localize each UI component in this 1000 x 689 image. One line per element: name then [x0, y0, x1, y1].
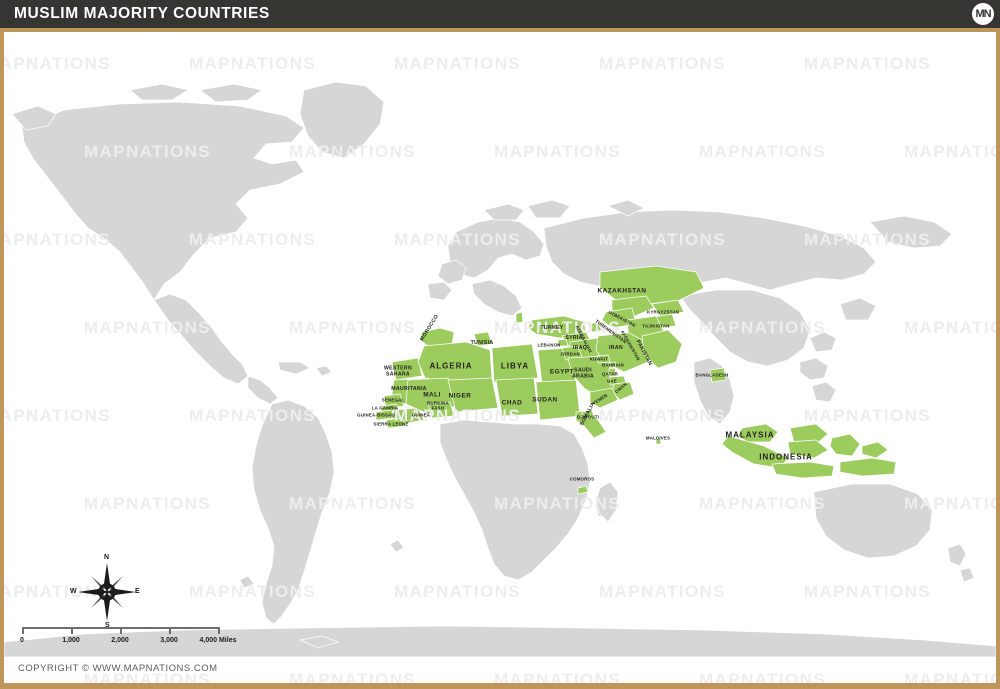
copyright-text: COPYRIGHT © WWW.MAPNATIONS.COM: [18, 663, 218, 674]
scale-tick: [71, 627, 73, 634]
compass-south-label: S: [105, 622, 110, 629]
scale-tick: [218, 627, 220, 634]
country-senegal: [383, 393, 405, 409]
country-tunisia: [473, 331, 493, 347]
scale-tick-label: 1,000: [62, 637, 80, 644]
country-turkmenistan: [601, 307, 637, 329]
world-map-svg: [4, 32, 996, 657]
country-western-sahara: [391, 357, 423, 381]
country-libya: [491, 343, 539, 383]
country-bahrain: [609, 361, 617, 369]
country-pakistan: [641, 329, 683, 369]
country-sierra-leone: [385, 417, 407, 429]
country-kyrgyzstan: [651, 299, 685, 317]
scale-tick-label: 4,000 Miles: [199, 637, 237, 644]
page-title: MUSLIM MAJORITY COUNTRIES: [14, 5, 270, 22]
mapnations-logo-icon: MN: [972, 3, 994, 25]
compass-north-label: N: [104, 554, 110, 561]
country-lebanon: [557, 338, 569, 347]
compass-rose: N E S W: [70, 554, 142, 629]
scale-tick: [22, 627, 24, 634]
world-map[interactable]: [4, 32, 996, 657]
compass-west-label: W: [70, 588, 77, 595]
country-albania-kosovo: [515, 311, 524, 324]
scale-tick: [120, 627, 122, 634]
country-algeria: [417, 341, 493, 385]
country-indonesia-papua: [839, 457, 897, 477]
country-djibouti: [581, 409, 595, 419]
scale-tick-label: 2,000: [111, 637, 129, 644]
country-burkina-faso: [427, 401, 455, 419]
country-qatar: [608, 367, 617, 377]
compass-east-label: E: [135, 588, 140, 595]
country-comoros: [577, 485, 589, 495]
scale-tick: [169, 627, 171, 634]
country-guinea-bissau: [375, 409, 395, 421]
country-indonesia-sumatra: [721, 435, 789, 469]
scale-tick-label: 3,000: [160, 637, 178, 644]
compass-rose-icon: [78, 563, 136, 621]
country-azerbaijan: [587, 321, 605, 333]
country-malaysia-east: [789, 423, 829, 445]
highlighted-muslim-majority-countries: [375, 265, 897, 495]
country-malaysia-west: [737, 423, 779, 443]
country-niger: [447, 377, 499, 413]
gray-landmasses: [4, 81, 996, 657]
country-kuwait: [597, 354, 611, 364]
country-chad: [495, 377, 539, 417]
country-indonesia-java: [771, 461, 835, 479]
country-yemen: [589, 387, 619, 409]
country-maldives: [655, 437, 662, 445]
footer-rule: [0, 683, 1000, 688]
country-kazakhstan: [599, 265, 705, 305]
scale-bar: 0 1,000 2,000 3,000 4,000 Miles: [20, 627, 236, 653]
country-sudan: [535, 379, 581, 421]
country-indonesia-borneo: [787, 439, 829, 459]
country-indonesia-maluku: [861, 441, 889, 459]
title-bar: MUSLIM MAJORITY COUNTRIES MN: [0, 0, 1000, 28]
country-indonesia-sulawesi: [829, 433, 861, 457]
scale-tick-label: 0: [20, 637, 24, 644]
country-bangladesh: [709, 367, 727, 383]
